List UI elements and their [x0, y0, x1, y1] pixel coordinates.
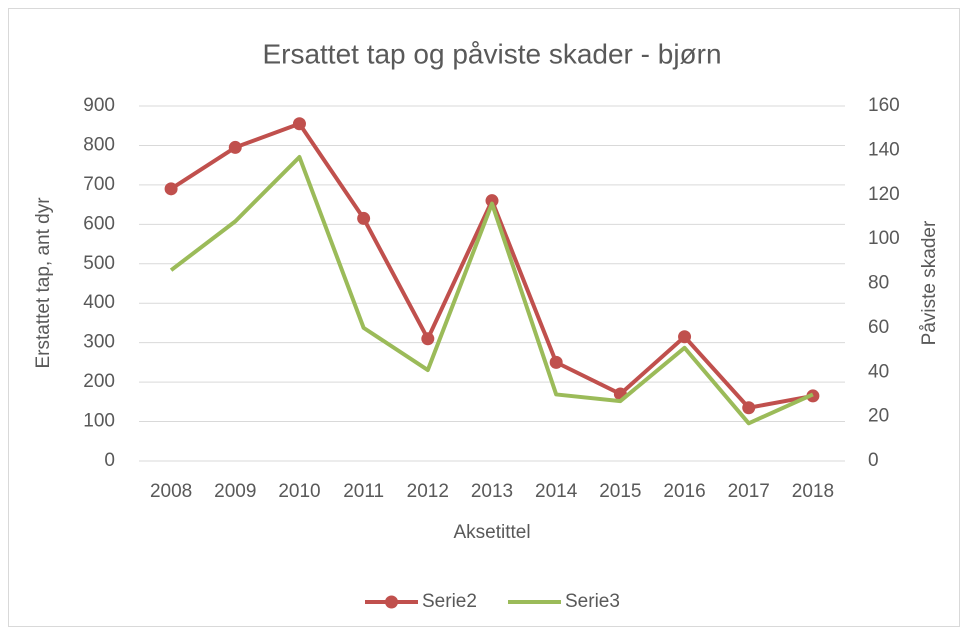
y2-axis-title: Påviste skader — [919, 220, 940, 345]
y-tick-label: 400 — [83, 292, 115, 313]
series-marker — [485, 194, 499, 208]
y2-tick-label: 160 — [868, 95, 900, 116]
x-tick-label: 2009 — [214, 481, 256, 502]
x-tick-label: 2017 — [728, 481, 770, 502]
y-tick-label: 600 — [83, 213, 115, 234]
series-marker — [678, 330, 692, 344]
legend-marker — [385, 595, 398, 609]
series-marker — [549, 355, 563, 369]
y2-tick-label: 80 — [868, 273, 889, 294]
series-line — [169, 155, 814, 426]
y2-tick-label: 100 — [868, 228, 900, 249]
y2-tick-label: 20 — [868, 406, 889, 427]
x-tick-label: 2014 — [535, 481, 578, 502]
chart-title: Ersattet tap og påviste skader - bjørn — [262, 38, 721, 69]
x-tick-label: 2016 — [663, 481, 705, 502]
x-tick-label: 2013 — [471, 481, 513, 502]
y-tick-label: 800 — [83, 134, 115, 155]
series-marker — [164, 182, 178, 196]
legend-label: Serie3 — [565, 591, 620, 612]
x-axis-title: Aksetittel — [453, 522, 530, 543]
y2-tick-label: 0 — [868, 450, 879, 471]
chart-border — [8, 8, 960, 627]
y2-tick-label: 140 — [868, 139, 900, 160]
y-tick-label: 100 — [83, 411, 115, 432]
series-marker — [228, 140, 242, 154]
series-marker — [357, 211, 371, 225]
x-tick-label: 2010 — [278, 481, 320, 502]
y-tick-label: 500 — [83, 253, 115, 274]
x-tick-label: 2011 — [343, 481, 384, 502]
y-axis-title: Erstattet tap, ant dyr — [33, 197, 54, 369]
y2-tick-label: 120 — [868, 184, 900, 205]
x-tick-label: 2018 — [792, 481, 834, 502]
x-tick-label: 2015 — [599, 481, 641, 502]
y-tick-label: 300 — [83, 332, 115, 353]
series-marker — [421, 332, 435, 346]
legend-label: Serie2 — [422, 591, 477, 612]
y2-tick-label: 40 — [868, 361, 889, 382]
x-tick-label: 2008 — [150, 481, 192, 502]
y-tick-label: 700 — [83, 174, 115, 195]
series-marker — [292, 117, 306, 131]
y-tick-label: 0 — [104, 450, 115, 471]
y-tick-label: 900 — [83, 95, 115, 116]
series-marker — [742, 401, 756, 415]
y2-tick-label: 60 — [868, 317, 889, 338]
y-tick-label: 200 — [83, 371, 115, 392]
x-tick-label: 2012 — [407, 481, 449, 502]
